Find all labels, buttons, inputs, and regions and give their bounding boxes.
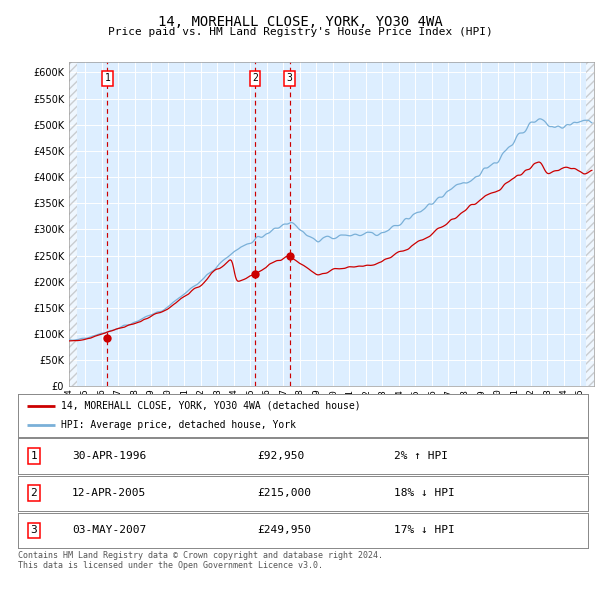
Text: Contains HM Land Registry data © Crown copyright and database right 2024.
This d: Contains HM Land Registry data © Crown c… [18, 551, 383, 571]
Text: £249,950: £249,950 [257, 526, 311, 535]
Text: Price paid vs. HM Land Registry's House Price Index (HPI): Price paid vs. HM Land Registry's House … [107, 27, 493, 37]
Text: HPI: Average price, detached house, York: HPI: Average price, detached house, York [61, 420, 296, 430]
Text: 30-APR-1996: 30-APR-1996 [72, 451, 146, 461]
Text: 14, MOREHALL CLOSE, YORK, YO30 4WA (detached house): 14, MOREHALL CLOSE, YORK, YO30 4WA (deta… [61, 401, 361, 411]
Text: £92,950: £92,950 [257, 451, 305, 461]
Text: 1: 1 [104, 73, 110, 83]
Text: 2: 2 [31, 489, 37, 498]
Text: 3: 3 [31, 526, 37, 535]
Text: 12-APR-2005: 12-APR-2005 [72, 489, 146, 498]
Text: 03-MAY-2007: 03-MAY-2007 [72, 526, 146, 535]
Text: 18% ↓ HPI: 18% ↓ HPI [394, 489, 455, 498]
Text: 2% ↑ HPI: 2% ↑ HPI [394, 451, 448, 461]
Text: 17% ↓ HPI: 17% ↓ HPI [394, 526, 455, 535]
Text: 1: 1 [31, 451, 37, 461]
Text: 3: 3 [287, 73, 292, 83]
Text: 14, MOREHALL CLOSE, YORK, YO30 4WA: 14, MOREHALL CLOSE, YORK, YO30 4WA [158, 15, 442, 29]
Text: £215,000: £215,000 [257, 489, 311, 498]
Text: 2: 2 [252, 73, 258, 83]
